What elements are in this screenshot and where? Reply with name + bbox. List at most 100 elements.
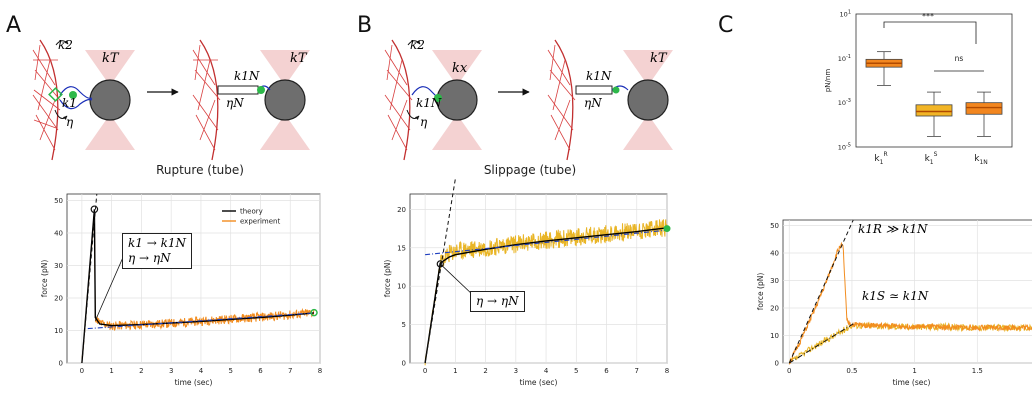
y-axis-label: force (pN): [756, 273, 765, 311]
label-etan-a2: ηN: [226, 96, 244, 110]
x-tick-label: 2: [139, 367, 143, 375]
x-tick-label: 4: [199, 367, 204, 375]
x-tick-label: 1.5: [972, 367, 983, 375]
x-tick-label: 7: [635, 367, 639, 375]
y-tick-label: 10: [770, 332, 779, 340]
marker-rupture: [90, 205, 99, 214]
y-tick-label: 40: [770, 250, 779, 258]
chart-b-slippage: 0 1 2 3 4 5 6 7 8 0 5 10 15 20 time (sec) force (pN): [383, 178, 671, 387]
category-label-k1S: k1S: [925, 151, 938, 166]
series-theory: [424, 227, 668, 364]
fit-steep-dashed: [81, 193, 98, 364]
x-tick-label: 1: [109, 367, 113, 375]
panel-letter-c: C: [718, 13, 734, 38]
panel-b-title: Slippage (tube): [483, 163, 577, 177]
panel-letter-b: B: [357, 13, 373, 38]
annotation-c-upper: k1R ≫ k1N: [858, 222, 928, 236]
box-body: [915, 104, 953, 117]
y-tick-label: 10-5: [838, 143, 851, 152]
fit-steep-dashed: [788, 219, 854, 364]
x-tick-label: 0: [787, 367, 791, 375]
annotation-leader: [94, 254, 125, 321]
x-tick-label: 1: [912, 367, 916, 375]
series-experiment: [81, 210, 315, 363]
label-eta-b1: η: [420, 115, 428, 129]
y-tick-label: 0: [59, 360, 63, 368]
y-tick-label: 10: [397, 283, 406, 291]
y-tick-exponent: -1: [846, 54, 851, 60]
label-kt-a1: kT: [102, 51, 120, 66]
y-tick-label: 5: [402, 321, 406, 329]
chart-c-traces: 0 0.5 1 1.5 0 10 20 30 40 50 time (sec) force (pN): [756, 219, 1032, 387]
y-tick-label: 10-3: [838, 98, 851, 107]
x-tick-label: 6: [604, 367, 609, 375]
x-tick-label: 1: [453, 367, 457, 375]
y-tick-label: 0: [402, 360, 406, 368]
y-tick-label: 10-1: [838, 54, 851, 63]
schematic-a-after: [192, 39, 310, 161]
x-axis-label: time (sec): [893, 378, 931, 387]
x-tick-label: 8: [318, 367, 322, 375]
fit-linear-blue: [425, 229, 668, 256]
annotation-c-lower: k1S ≃ k1N: [862, 289, 929, 303]
label-kt-a2: kT: [290, 51, 308, 66]
x-tick-label: 5: [574, 367, 578, 375]
panel-letter-a: A: [6, 13, 22, 38]
box-body: [965, 102, 1003, 115]
fit-linear-blue: [87, 312, 315, 330]
y-tick-label: 40: [54, 230, 63, 238]
legend: theory experiment: [222, 208, 280, 226]
y-axis-label: force (pN): [40, 260, 49, 298]
label-k1n-b2: k1N: [586, 69, 612, 83]
category-sub: 1: [930, 159, 934, 166]
category-sup: S: [934, 151, 938, 158]
annotation-a-line2: η → ηN: [128, 251, 171, 265]
x-tick-label: 7: [288, 367, 292, 375]
y-tick-label: 50: [54, 197, 63, 205]
category-label-k1R: k1R: [874, 151, 887, 166]
schematic-b-initial: [384, 39, 482, 161]
x-tick-label: 4: [544, 367, 549, 375]
box-k1N: [965, 91, 1003, 137]
y-tick-label: 20: [397, 206, 406, 214]
x-tick-label: 2: [483, 367, 487, 375]
y-tick-label: 0: [775, 360, 779, 368]
annotation-box-a: k1 → k1N η → ηN: [122, 233, 192, 269]
label-k2-b1: k2: [410, 38, 425, 52]
marker-end: [310, 308, 318, 317]
annotation-leader: [439, 263, 475, 297]
x-tick-label: 3: [169, 367, 173, 375]
label-k1n-b1: k1N: [416, 96, 442, 110]
x-tick-label: 6: [258, 367, 263, 375]
plot-area: [66, 193, 321, 364]
box-k1S: [915, 91, 953, 137]
plot-area: [409, 193, 668, 364]
category-label-k1N: k1N: [974, 154, 988, 166]
y-tick-exponent: -3: [846, 98, 851, 104]
significance-label-2: ns: [955, 54, 964, 63]
x-tick-label: 5: [228, 367, 232, 375]
series-slippage: [789, 321, 1032, 363]
panel-a-title: Rupture (tube): [156, 163, 244, 177]
annotation-box-b: η → ηN: [470, 291, 525, 312]
legend-label-theory: theory: [240, 208, 263, 216]
y-tick-exponent: -5: [846, 143, 851, 149]
marker-end: [663, 225, 671, 233]
y-tick-label: 20: [54, 295, 63, 303]
series-experiment: [424, 219, 668, 366]
label-etan-b2: ηN: [584, 96, 602, 110]
y-tick-label: 50: [770, 222, 779, 230]
x-axis-label: time (sec): [175, 378, 213, 387]
fit-dashdot: [789, 322, 855, 364]
y-tick-label: 20: [770, 305, 779, 313]
label-k1n-a2: k1N: [234, 69, 260, 83]
y-tick-label: 101: [840, 10, 851, 19]
box-k1R: [865, 51, 903, 86]
x-tick-label: 0: [423, 367, 427, 375]
fit-steep-dashed: [424, 178, 456, 364]
legend-label-experiment: experiment: [240, 218, 280, 226]
x-tick-label: 0: [80, 367, 84, 375]
schematic-b-after: [547, 39, 673, 161]
label-k1-a1: k1: [62, 96, 77, 110]
